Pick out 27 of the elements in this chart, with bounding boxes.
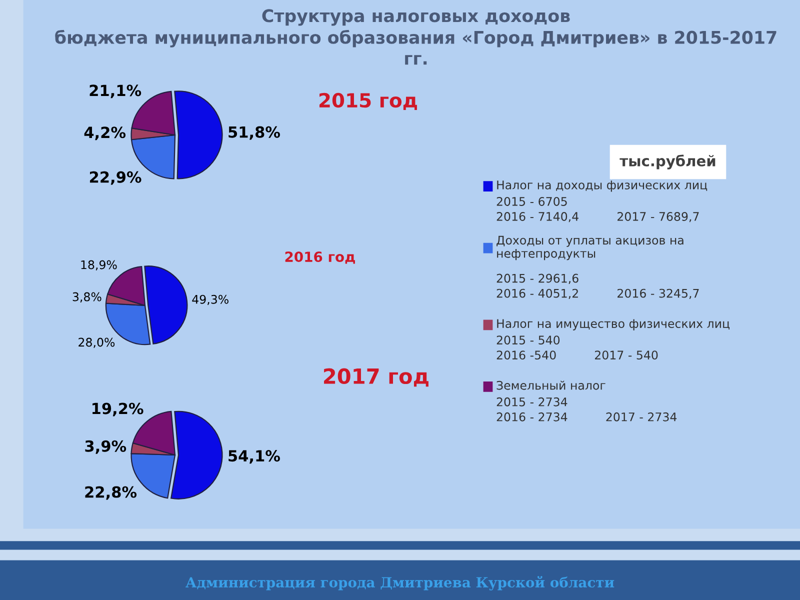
data-label: 18,9% <box>81 260 117 270</box>
legend-label: Доходы от уплаты акцизов на нефтепродукты <box>496 236 684 260</box>
text: тыс.рублей <box>620 154 716 170</box>
data-label: 54,1% <box>228 450 280 464</box>
legend-label: Налог на имущество физических лиц <box>497 319 730 330</box>
data-label: 4,2% <box>84 126 126 140</box>
data-label: 22,8% <box>85 486 137 500</box>
data-label: 19,2% <box>92 402 144 416</box>
data-label: 22,9% <box>90 171 142 185</box>
data-label: 3,9% <box>85 440 126 454</box>
legend-label: Земельный налог <box>496 380 606 390</box>
text: 2015 - 2961,6 2016 - 4051,2 2016 - 3245,7 <box>496 274 699 299</box>
text: 2015 - 2734 2016 - 2734 2017 - 2734 <box>496 397 677 422</box>
chart-title: Структура налоговых доходов бюджета муниципального образования «Город Дмитриев» в 2015-2017 гг. <box>55 9 776 65</box>
data-label: 3,8% <box>72 292 102 302</box>
legend-label: Налог на доходы физических лиц <box>497 180 708 192</box>
data-label: 51,8% <box>228 126 280 140</box>
text: 2017 год <box>324 368 428 387</box>
chart-subtitle: 2015 год <box>319 92 417 110</box>
text: 2015 - 540 2016 -540 2017 - 540 <box>496 336 658 360</box>
data-label: 21,1% <box>90 84 142 98</box>
data-label: 49,3% <box>192 294 228 306</box>
text: 2015 - 6705 2016 - 7140,4 2017 - 7689,7 <box>496 197 699 222</box>
text: Администрация города Дмитриева Курской области <box>186 576 614 590</box>
text: 2016 год <box>285 252 355 264</box>
data-label: 28,0% <box>78 338 115 348</box>
pie-slice <box>144 266 188 344</box>
